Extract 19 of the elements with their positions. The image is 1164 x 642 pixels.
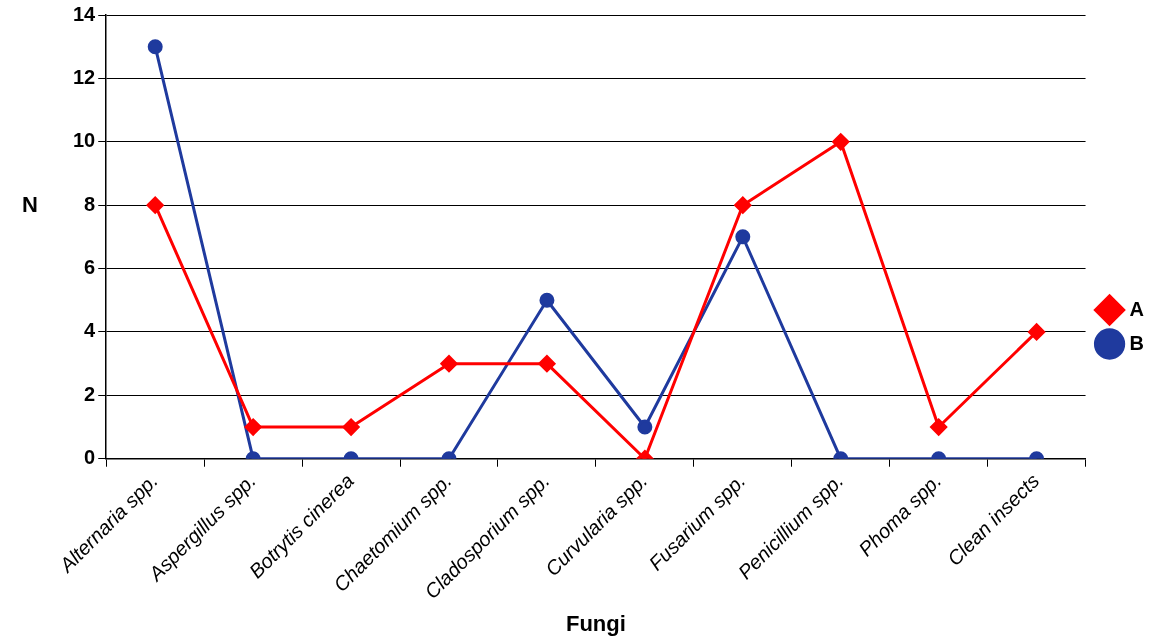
y-tick-label: 6 (84, 256, 96, 279)
y-tick-label: 14 (73, 2, 97, 25)
point (147, 39, 163, 55)
point (539, 292, 555, 308)
point (1028, 323, 1046, 341)
legend-label: A (1129, 297, 1145, 320)
point (832, 133, 850, 151)
x-axis-title: Fungi (565, 610, 626, 636)
y-tick-label: 2 (84, 382, 96, 405)
point (146, 196, 164, 214)
y-axis-title: N (22, 191, 38, 217)
legend-label: B (1129, 331, 1145, 354)
y-tick-label: 8 (84, 192, 96, 215)
point (735, 229, 751, 245)
point (734, 196, 752, 214)
y-tick-label: 12 (73, 65, 96, 88)
y-tick-label: 10 (73, 129, 96, 152)
y-tick-label: 0 (84, 446, 96, 469)
y-tick-label: 4 (84, 319, 97, 342)
